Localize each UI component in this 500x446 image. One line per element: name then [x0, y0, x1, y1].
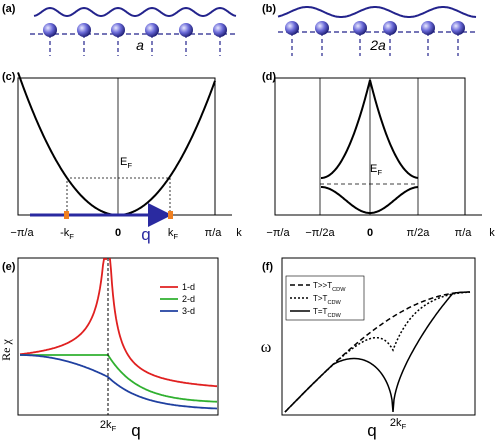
fermi-label-sub: F: [127, 161, 132, 170]
band-curve: [321, 79, 419, 179]
fermi-label-main: E: [120, 156, 127, 168]
legend-label-main: T>T: [313, 294, 328, 303]
fermi-point: [64, 211, 69, 219]
curve-3d: [20, 354, 217, 410]
legend-label-sub: CDW: [327, 300, 341, 306]
marker-label: 2kF: [100, 419, 117, 433]
atom: [353, 21, 367, 35]
x-tick-label: −π/a: [10, 227, 34, 239]
axis-label: k: [236, 227, 242, 239]
panel-label: (e): [2, 261, 16, 273]
x-tick-label: q: [141, 225, 150, 244]
atom: [285, 21, 299, 35]
curve-1d: [19, 258, 217, 388]
legend-label-sub: CDW: [327, 313, 341, 319]
x-tick-label: −π/2a: [305, 227, 335, 239]
x-tick-label: 0: [367, 227, 373, 239]
atom: [145, 23, 159, 37]
marker-label: 2kF: [390, 417, 407, 431]
marker-label-sub: F: [401, 422, 406, 431]
atom: [421, 21, 435, 35]
marker-label-main: 2k: [100, 419, 112, 431]
panel-label: (f): [262, 261, 273, 273]
legend-label: 2-d: [182, 294, 195, 304]
panel-label: (a): [2, 3, 16, 15]
plot-frame: [17, 77, 216, 216]
legend-label: T>TCDW: [313, 294, 342, 306]
wave: [277, 6, 477, 18]
wave: [33, 6, 237, 18]
x-tick-label-main: -k: [60, 227, 70, 239]
x-axis-label: q: [367, 421, 376, 440]
fermi-line: [66, 177, 171, 215]
y-axis-label: Re χ: [0, 338, 13, 360]
fermi-point: [168, 211, 173, 219]
panel-label: (c): [2, 71, 16, 83]
legend-label: 1-d: [182, 282, 195, 292]
atom: [315, 21, 329, 35]
atom: [383, 21, 397, 35]
legend-label-main: T>>T: [313, 281, 332, 290]
x-tick-label: π/a: [205, 227, 223, 239]
atom: [77, 23, 91, 37]
panel-label: (d): [262, 71, 276, 83]
spacing-label: a: [136, 37, 144, 53]
x-tick-label: π/a: [455, 227, 473, 239]
fermi-label-sub: F: [377, 168, 382, 177]
axis-label: k: [489, 227, 495, 239]
legend-label: T>>TCDW: [313, 281, 346, 293]
curve-mid-t: [284, 291, 471, 413]
legend-label: T=TCDW: [313, 307, 342, 319]
x-tick-label-main: k: [168, 227, 174, 239]
atom: [43, 23, 57, 37]
plot-frame: [281, 257, 476, 416]
band-curve: [17, 72, 216, 216]
x-tick-label: -kF: [60, 227, 74, 241]
x-tick-label: −π/a: [266, 227, 290, 239]
atom: [451, 21, 465, 35]
legend-label-sub: CDW: [332, 287, 346, 293]
atom: [111, 23, 125, 37]
x-tick-label-sub: F: [173, 232, 178, 241]
marker-label-sub: F: [111, 424, 116, 433]
x-tick-label: 0: [115, 227, 121, 239]
marker-label-main: 2k: [390, 417, 402, 429]
panel-label: (b): [262, 3, 276, 15]
plot-frame: [17, 257, 219, 416]
curve-cdw: [284, 291, 470, 413]
curve-2d: [20, 354, 217, 403]
fermi-label-main: E: [370, 163, 377, 175]
x-tick-label-sub: F: [69, 232, 74, 241]
legend-label-main: T=T: [313, 307, 328, 316]
x-tick-label: kF: [168, 227, 179, 241]
band-curve: [321, 186, 419, 214]
spacing-label: 2a: [369, 37, 386, 53]
fermi-label: EF: [120, 156, 132, 170]
fermi-label: EF: [370, 163, 382, 177]
x-tick-label: π/2a: [407, 227, 431, 239]
legend-label: 3-d: [182, 306, 195, 316]
atom: [179, 23, 193, 37]
x-axis-label: q: [131, 421, 140, 440]
y-axis-label: ω: [261, 339, 272, 356]
atom: [213, 23, 227, 37]
